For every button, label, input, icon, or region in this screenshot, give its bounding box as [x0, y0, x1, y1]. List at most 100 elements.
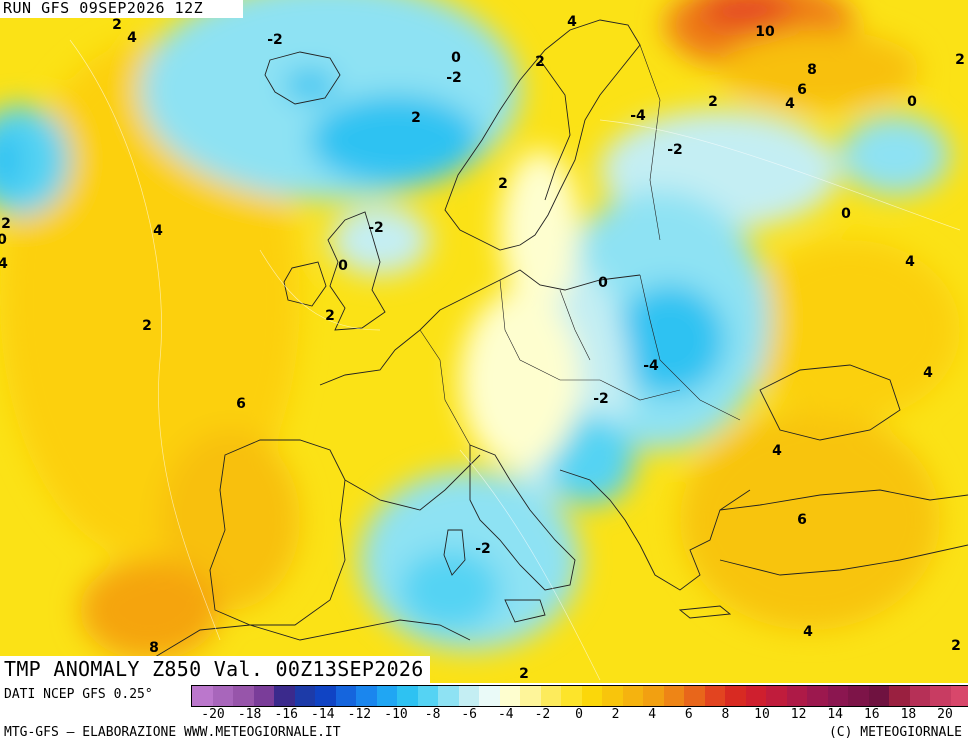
scale-tick-label: 18	[900, 707, 917, 722]
scale-tick-label: -2	[534, 707, 551, 722]
color-swatch	[889, 686, 910, 706]
scale-tick-label: 12	[790, 707, 807, 722]
color-swatch	[684, 686, 705, 706]
run-label: RUN GFS 09SEP2026 12Z	[0, 0, 244, 18]
color-swatch	[274, 686, 295, 706]
contour-label: 8	[807, 62, 817, 78]
contour-label: -2	[475, 541, 491, 557]
color-swatch	[397, 686, 418, 706]
contour-label: 2	[498, 176, 508, 192]
contour-label: 4	[567, 14, 577, 30]
contour-label: -4	[630, 108, 646, 124]
contour-label: 8	[149, 640, 159, 656]
contour-label: 0	[907, 94, 917, 110]
color-swatch	[499, 686, 520, 706]
contour-label: 0	[0, 232, 7, 248]
contour-label: 4	[803, 624, 813, 640]
color-swatch	[294, 686, 315, 706]
color-swatch	[458, 686, 479, 706]
color-swatch	[766, 686, 787, 706]
contour-label: 4	[923, 365, 933, 381]
contour-label: 2	[325, 308, 335, 324]
scale-tick-label: 14	[827, 707, 844, 722]
credits: MTG-GFS – ELABORAZIONE WWW.METEOGIORNALE…	[4, 725, 341, 740]
color-swatch	[335, 686, 356, 706]
color-swatch	[950, 686, 968, 706]
contour-label: 2	[955, 52, 965, 68]
color-swatch	[807, 686, 828, 706]
contour-label: 6	[797, 512, 807, 528]
color-swatch	[786, 686, 807, 706]
scale-tick-label: -8	[424, 707, 441, 722]
color-swatch	[417, 686, 438, 706]
scale-tick-label: 10	[754, 707, 770, 722]
scale-tick-label: -10	[384, 707, 408, 722]
color-swatch	[315, 686, 336, 706]
color-swatch	[581, 686, 602, 706]
contour-label: -2	[446, 70, 462, 86]
contour-lines	[69, 39, 961, 681]
contour-label: 6	[797, 82, 807, 98]
scale-tick-label: 2	[611, 707, 620, 722]
contour-label: 2	[1, 216, 11, 232]
contour-label: 0	[451, 50, 461, 66]
color-swatch	[540, 686, 561, 706]
color-swatch	[479, 686, 500, 706]
contour-label: 10	[755, 24, 775, 40]
scale-tick-label: 8	[721, 707, 730, 722]
scale-tick-label: -20	[201, 707, 225, 722]
color-swatch	[643, 686, 664, 706]
color-swatch	[356, 686, 377, 706]
color-swatch	[192, 686, 213, 706]
contour-label: 0	[338, 258, 348, 274]
contour-label: 2	[519, 666, 529, 682]
contour-label: 6	[236, 396, 246, 412]
contour-label: 2	[708, 94, 718, 110]
color-swatch	[376, 686, 397, 706]
color-swatch	[253, 686, 274, 706]
color-swatch	[663, 686, 684, 706]
color-swatch	[212, 686, 233, 706]
scale-tick-label: -6	[461, 707, 478, 722]
color-swatch	[438, 686, 459, 706]
contour-label: 2	[535, 54, 545, 70]
contour-label: 4	[785, 96, 795, 112]
color-swatch	[233, 686, 254, 706]
copyright: (C) METEOGIORNALE	[828, 725, 962, 740]
scale-tick-label: -4	[497, 707, 514, 722]
color-scale	[191, 685, 968, 707]
scale-tick-label: 0	[575, 707, 583, 722]
scale-tick-label: -16	[274, 707, 298, 722]
contour-label: -2	[667, 142, 683, 158]
scale-tick-label: 6	[684, 707, 693, 722]
contour-label: 0	[841, 206, 851, 222]
color-swatch	[602, 686, 623, 706]
scale-tick-label: 20	[937, 707, 953, 722]
contour-label: 4	[0, 256, 8, 272]
color-swatch	[848, 686, 869, 706]
footer: DATI NCEP GFS 0.25° -20 -18 -16 -14 -12 -10 -8…	[0, 683, 968, 745]
contour-label: -2	[593, 391, 609, 407]
contour-label: -4	[643, 358, 659, 374]
data-source: DATI NCEP GFS 0.25°	[4, 687, 153, 702]
color-swatch	[520, 686, 541, 706]
scale-tick-label: -18	[237, 707, 262, 722]
contour-label: 2	[411, 110, 421, 126]
scale-tick-label: -12	[347, 707, 372, 722]
contour-label: 2	[112, 17, 122, 33]
contour-label: 4	[127, 30, 137, 46]
contour-label: 0	[598, 275, 608, 291]
color-swatch	[622, 686, 643, 706]
contour-label: 2	[951, 638, 961, 654]
color-scale-ticks: -20 -18 -16 -14 -12 -10 -8 -6 -4 -2 0 2 4 6 8 10 12 14 16 1…	[191, 707, 967, 723]
contour-label: 4	[772, 443, 782, 459]
scale-tick-label: -14	[311, 707, 335, 722]
color-swatch	[827, 686, 848, 706]
color-swatch	[930, 686, 951, 706]
color-swatch	[704, 686, 725, 706]
scale-tick-label: 4	[648, 707, 657, 722]
color-swatch	[909, 686, 930, 706]
contour-label: 2	[142, 318, 152, 334]
